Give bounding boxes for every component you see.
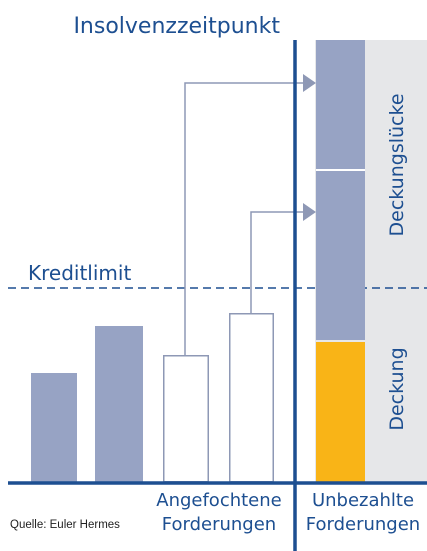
title-insolvenzzeitpunkt: Insolvenzzeitpunkt [73,14,280,39]
deckung-label: Deckung [386,347,408,430]
receivable-bar-1 [31,373,77,482]
connector-arrow-1 [184,82,303,356]
unbezahlte-label-line2: Forderungen [306,514,420,535]
segment-divider [316,169,365,171]
receivable-bar-2 [95,326,143,482]
arrowhead-2 [303,203,316,221]
deckungsluecke-segment-upper [316,40,365,169]
contested-bar-1 [163,355,209,483]
arrowhead-1 [303,74,316,92]
deckungsluecke-segment-lower [316,171,365,340]
source-note: Quelle: Euler Hermes [10,519,120,531]
connector-arrow-2 [250,211,303,314]
kreditlimit-label: Kreditlimit [28,261,131,285]
deckungsluecke-label: Deckungslücke [386,93,408,236]
angefochtene-label-line1: Angefochtene [156,490,282,511]
angefochtene-label-line2: Forderungen [162,514,276,535]
contested-bar-2 [229,313,274,483]
deckung-segment [316,342,365,482]
unbezahlte-label-line1: Unbezahlte [312,490,414,511]
